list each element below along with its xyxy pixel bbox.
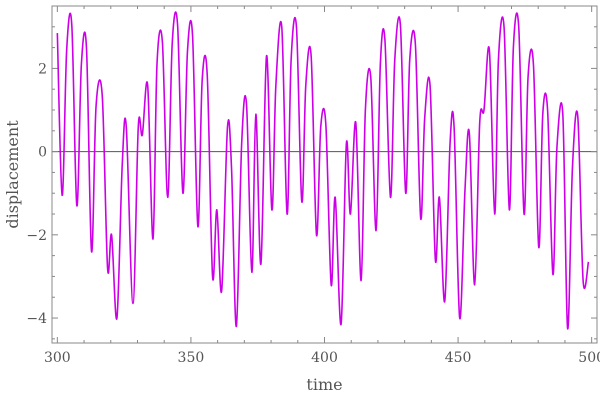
x-tick-label: 350 bbox=[178, 350, 205, 366]
series-line-0 bbox=[56, 11, 590, 330]
x-tick-label: 300 bbox=[44, 350, 71, 366]
tick-labels: 300 350 400 450 500 −4 −2 0 2 bbox=[26, 61, 600, 366]
series-layer bbox=[56, 11, 590, 330]
x-tick-label: 450 bbox=[445, 350, 472, 366]
y-axis-title: displacement bbox=[3, 120, 22, 229]
x-axis-title: time bbox=[306, 375, 342, 394]
y-tick-label: 0 bbox=[38, 145, 47, 161]
axis-ticks bbox=[52, 6, 597, 343]
x-tick-label: 500 bbox=[578, 350, 600, 366]
y-tick-label: −4 bbox=[26, 311, 47, 327]
x-tick-label: 400 bbox=[311, 350, 338, 366]
y-tick-label: −2 bbox=[26, 228, 47, 244]
y-tick-label: 2 bbox=[38, 61, 47, 77]
